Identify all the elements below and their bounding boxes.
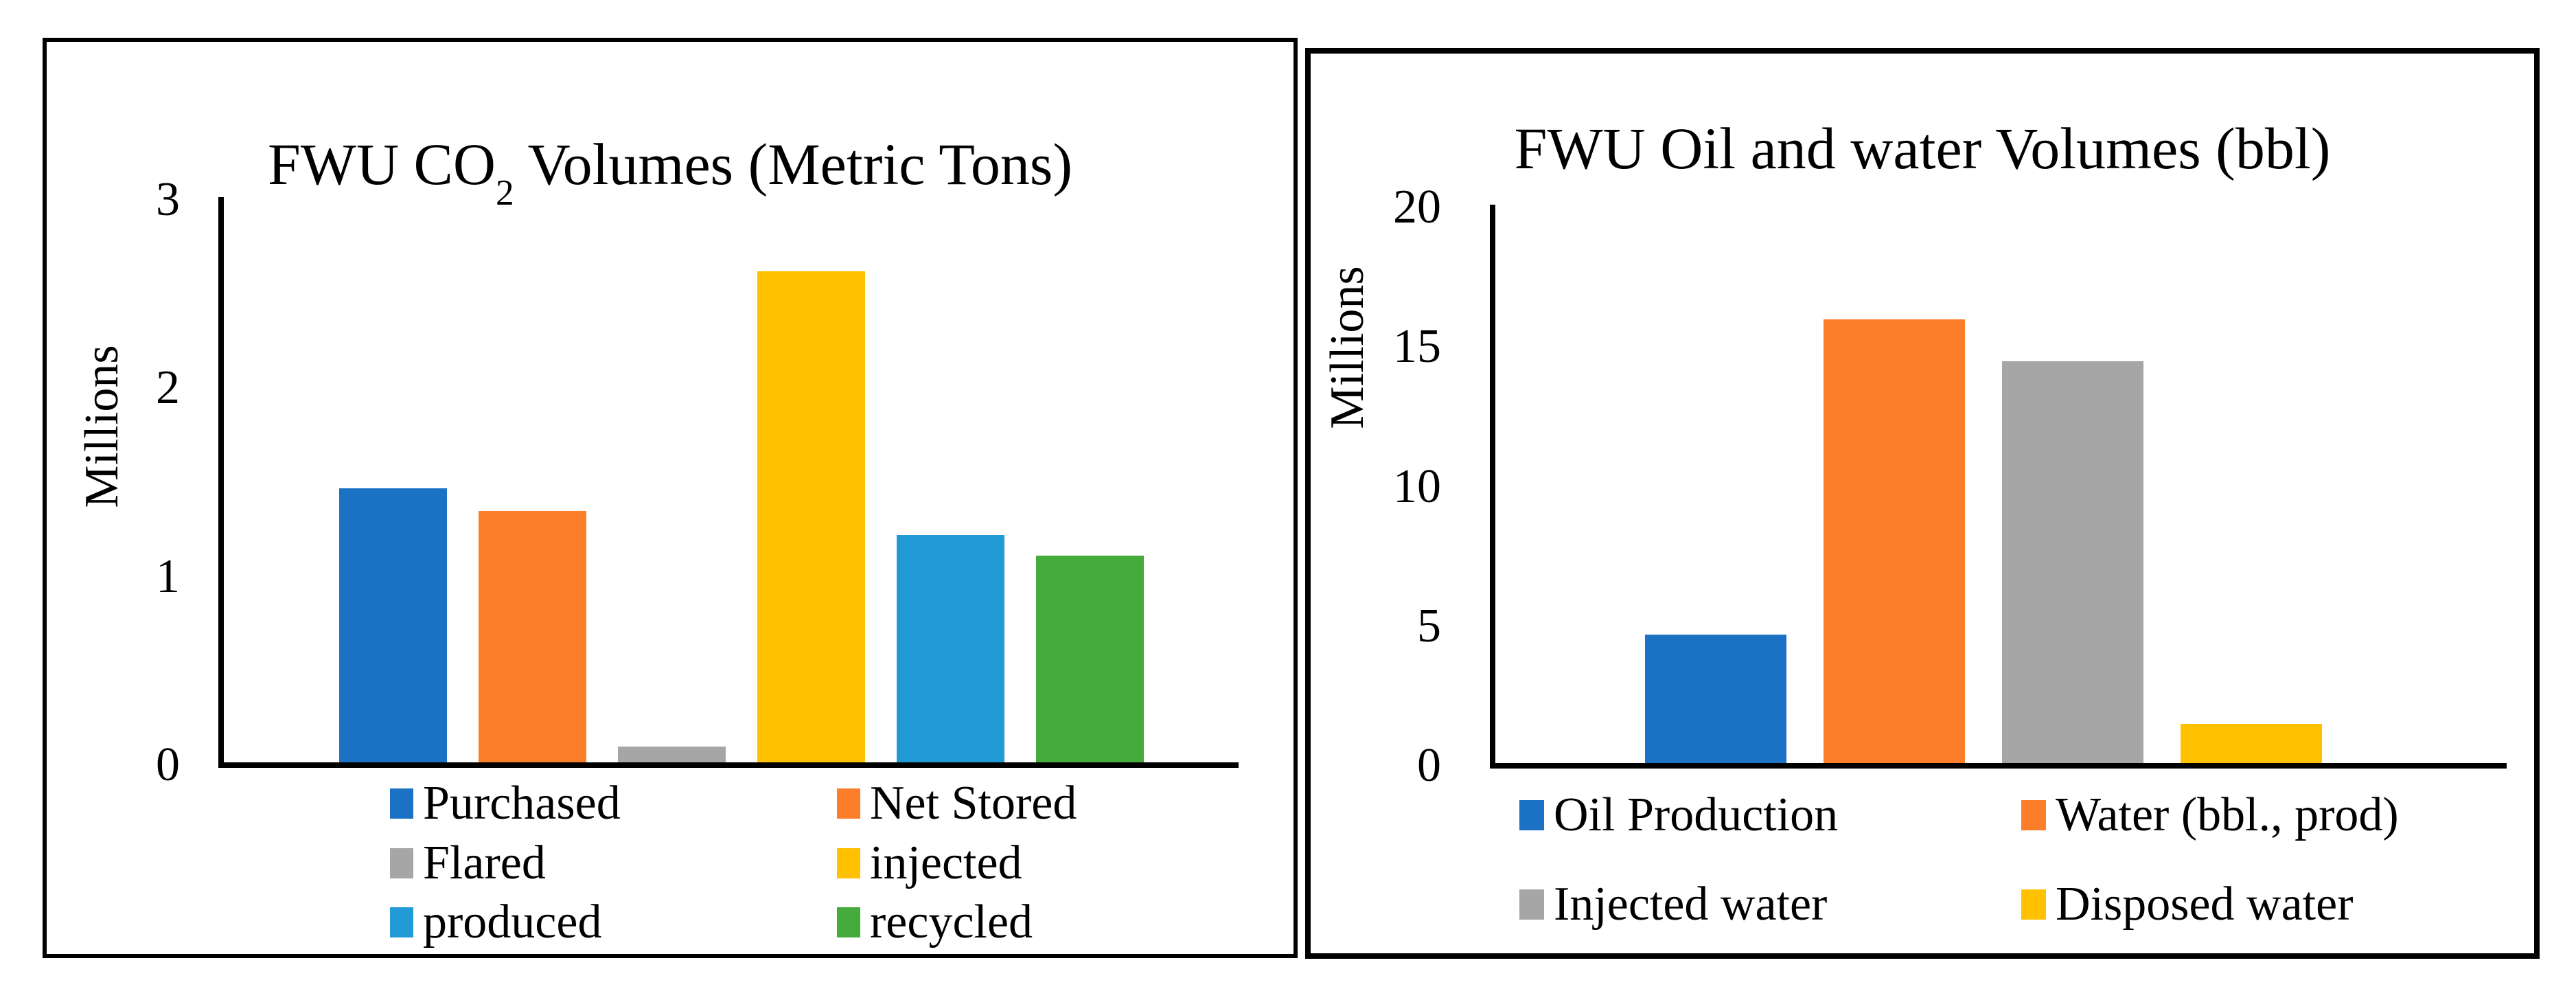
y-tick-label-1: 1 <box>156 550 180 603</box>
chart-title-co2: FWU CO2 Volumes (Metric Tons) <box>47 131 1293 211</box>
legend-item-injected-water: Injected water <box>1519 880 1827 929</box>
y-axis-line <box>1490 205 1495 769</box>
legend-swatch-purchased <box>390 788 413 819</box>
legend-item-recycled: recycled <box>837 898 1033 947</box>
y-tick-label-20: 20 <box>1393 181 1441 234</box>
bar-injected-water <box>2002 361 2143 766</box>
y-tick-label-0: 0 <box>156 738 180 791</box>
legend-swatch-injected <box>837 848 860 878</box>
bar-oil-production <box>1645 635 1786 766</box>
chart-title-text: FWU Oil and water Volumes (bbl) <box>1514 115 2331 182</box>
chart-title-subscript: 2 <box>496 172 514 214</box>
legend-label-water-bbl-prod: Water (bbl., prod) <box>2056 788 2399 841</box>
legend-swatch-oil-production <box>1519 800 1544 830</box>
legend-item-water-bbl-prod: Water (bbl., prod) <box>2021 791 2399 840</box>
legend-swatch-net-stored <box>837 788 860 819</box>
legend-label-recycled: recycled <box>870 896 1033 948</box>
legend-swatch-injected-water <box>1519 889 1544 920</box>
legend-label-injected: injected <box>870 837 1022 889</box>
legend-label-oil-production: Oil Production <box>1554 788 1839 841</box>
legend-item-flared: Flared <box>390 839 546 888</box>
legend-swatch-produced <box>390 907 413 937</box>
legend-label-flared: Flared <box>423 837 546 889</box>
co2-volumes-chart-panel: FWU CO2 Volumes (Metric Tons) Millions 3… <box>43 38 1298 958</box>
bar-recycled <box>1036 556 1144 765</box>
y-tick-label-15: 15 <box>1393 320 1441 373</box>
legend-label-produced: produced <box>423 896 602 948</box>
legend-item-net-stored: Net Stored <box>837 779 1077 828</box>
y-tick-label-0: 0 <box>1417 739 1441 792</box>
bar-disposed-water <box>2181 724 2322 766</box>
legend-item-purchased: Purchased <box>390 779 621 828</box>
x-axis-line <box>218 762 1239 768</box>
y-tick-label-5: 5 <box>1417 600 1441 652</box>
y-axis-title-millions: Millions <box>76 345 128 508</box>
y-tick-label-3: 3 <box>156 173 180 226</box>
legend-item-disposed-water: Disposed water <box>2021 880 2354 929</box>
legend-item-oil-production: Oil Production <box>1519 791 1838 840</box>
bar-injected <box>757 271 865 765</box>
oil-water-volumes-chart-panel: FWU Oil and water Volumes (bbl) Millions… <box>1305 48 2540 959</box>
legend-swatch-recycled <box>837 907 860 937</box>
chart-title-oil-water: FWU Oil and water Volumes (bbl) <box>1311 116 2534 181</box>
legend-swatch-flared <box>390 848 413 878</box>
legend-label-purchased: Purchased <box>423 777 621 830</box>
y-tick-label-2: 2 <box>156 361 180 414</box>
legend-swatch-water-bbl-prod <box>2021 800 2046 830</box>
legend-label-disposed-water: Disposed water <box>2056 878 2354 931</box>
y-tick-label-10: 10 <box>1393 460 1441 513</box>
legend-label-injected-water: Injected water <box>1554 878 1828 931</box>
chart-title-text-rest: Volumes (Metric Tons) <box>514 131 1073 198</box>
legend-label-net-stored: Net Stored <box>870 777 1077 830</box>
y-axis-line <box>218 197 224 768</box>
chart-title-text: FWU CO <box>267 131 496 198</box>
legend-item-produced: produced <box>390 898 601 947</box>
bar-net-stored <box>479 511 586 765</box>
bar-produced <box>897 535 1004 765</box>
x-axis-line <box>1490 763 2507 769</box>
legend-swatch-disposed-water <box>2021 889 2046 920</box>
bar-water-bbl-prod <box>1824 319 1965 766</box>
bar-flared <box>618 747 726 765</box>
bar-purchased <box>339 488 447 765</box>
legend-item-injected: injected <box>837 839 1022 888</box>
